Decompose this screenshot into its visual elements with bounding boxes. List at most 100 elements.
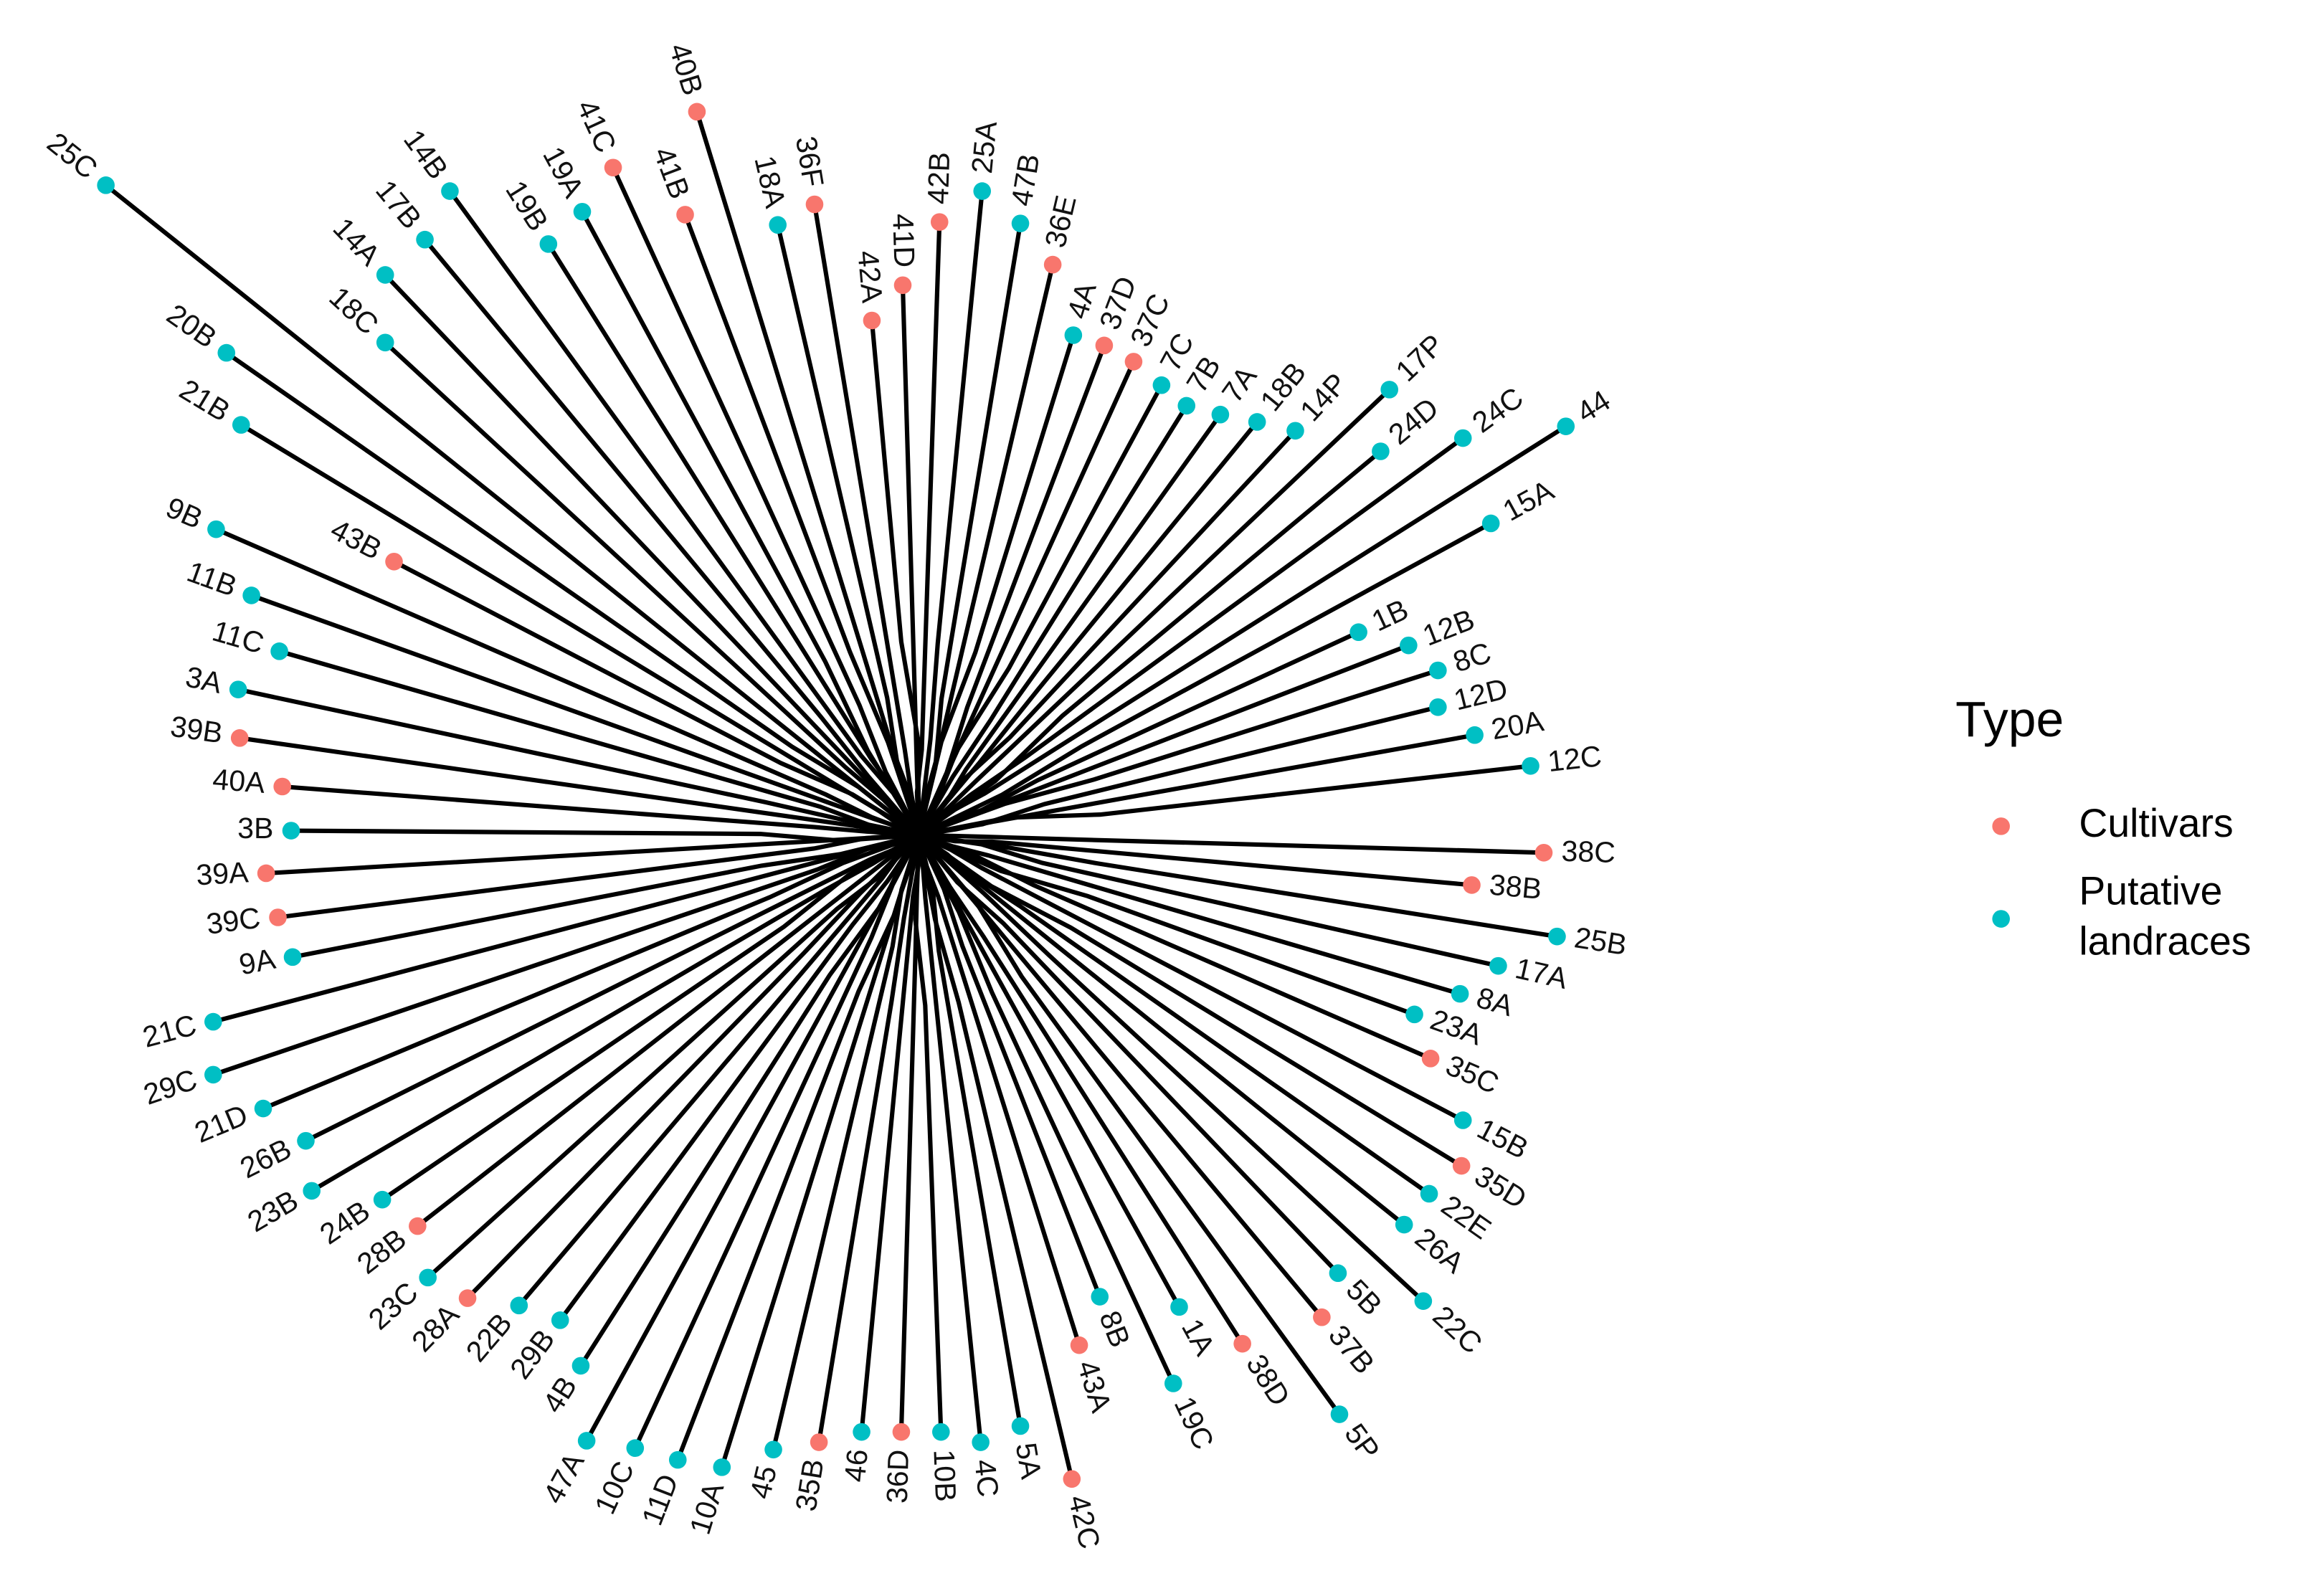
branch — [918, 521, 1492, 837]
leaf-label: 1A — [1175, 1314, 1222, 1362]
branch — [919, 832, 1472, 888]
leaf-dot — [273, 777, 291, 796]
leaf-label: 47A — [536, 1447, 591, 1509]
leaf-dot — [1466, 726, 1484, 744]
branch — [771, 834, 921, 1450]
leaf-dot — [217, 343, 236, 362]
leaf-dot — [204, 1012, 222, 1031]
leaf-dot — [973, 182, 992, 200]
leaf-dot — [1548, 927, 1566, 946]
leaf-label: 5B — [1340, 1273, 1389, 1321]
branch — [546, 242, 921, 837]
leaf-dot — [626, 1439, 645, 1458]
leaf-label: 36F — [789, 134, 830, 189]
leaf-label: 18C — [323, 280, 384, 341]
legend-label: Cultivars — [2079, 801, 2233, 845]
leaf-label: 39C — [204, 901, 262, 941]
leaf-label: 3A — [183, 660, 225, 700]
leaf-label: 12C — [1546, 739, 1603, 778]
leaf-label: 19B — [499, 175, 555, 237]
leaf-dot — [270, 642, 288, 660]
leaf-label: 5P — [1338, 1417, 1386, 1466]
branch — [212, 832, 920, 1077]
leaf-label: 17B — [369, 174, 428, 235]
branch — [917, 413, 1223, 837]
leaf-dot — [1063, 1470, 1081, 1488]
leaf-label: 21D — [190, 1098, 252, 1149]
leaf-label: 14A — [327, 212, 387, 272]
leaf-dot — [1095, 336, 1114, 355]
leaf-label: 3B — [237, 812, 273, 845]
leaf-label: 8B — [1093, 1306, 1137, 1352]
leaf-dot — [1170, 1298, 1188, 1316]
leaf-dot — [1400, 636, 1418, 655]
leaf-dot — [1070, 1336, 1088, 1354]
leaf-label: 24D — [1382, 391, 1445, 451]
leaf-dot — [1451, 984, 1469, 1003]
branch — [917, 833, 1463, 1168]
leaf-label: 42A — [851, 249, 889, 304]
branch — [916, 835, 1074, 1480]
leaf-dot — [376, 333, 394, 352]
leaf-dot — [1330, 1405, 1349, 1423]
leaf-dot — [1164, 1374, 1182, 1392]
branch — [579, 834, 921, 1367]
leaf-dot — [1522, 756, 1539, 775]
leaf-label: 25C — [41, 126, 103, 186]
leaf-dot — [257, 864, 275, 883]
leaf-dot — [458, 1289, 477, 1307]
leaf-dot — [1453, 1111, 1472, 1129]
branch — [919, 832, 1545, 855]
leaf-label: 22C — [1426, 1299, 1488, 1360]
branch — [225, 351, 921, 837]
leaf-label: 29C — [139, 1063, 201, 1111]
branch — [393, 559, 921, 837]
leaf-label: 38C — [1561, 835, 1616, 869]
branch — [277, 832, 919, 920]
leaf-label: 19A — [536, 141, 590, 204]
leaf-label: 10C — [588, 1456, 640, 1519]
branch — [381, 832, 921, 1202]
leaf-label: 20A — [1489, 704, 1547, 746]
branch — [919, 832, 1499, 969]
leaf-dot — [769, 216, 787, 234]
leaf-dot — [97, 176, 115, 194]
leaf-label: 35B — [789, 1457, 830, 1514]
leaf-dot — [1329, 1264, 1347, 1283]
branch — [817, 835, 921, 1443]
leaf-dot — [1405, 1005, 1423, 1024]
leaf-dot — [930, 213, 949, 231]
leaf-dot — [972, 1433, 990, 1451]
branch — [683, 214, 921, 836]
leaf-label: 18A — [748, 153, 792, 212]
leaf-label: 43B — [326, 513, 387, 566]
leaf-label: 42C — [1062, 1492, 1106, 1552]
leaf-dot — [1064, 326, 1083, 344]
leaf-dot — [1233, 1334, 1251, 1353]
leaf-label: 11D — [635, 1470, 685, 1530]
leaf-dot — [1429, 698, 1447, 716]
branch — [869, 320, 921, 835]
leaf-label: 17P — [1390, 328, 1451, 388]
leaf-label: 15B — [1472, 1112, 1534, 1166]
branch — [262, 832, 920, 1111]
branch — [917, 420, 1259, 837]
leaf-label: 4B — [536, 1371, 584, 1419]
leaf-dot — [1248, 413, 1266, 431]
leaf-dot — [1011, 1417, 1030, 1435]
leaf-dot — [810, 1433, 828, 1451]
leaf-dot — [269, 908, 287, 926]
leaf-label: 10A — [683, 1478, 731, 1538]
leaf-dot — [1429, 661, 1447, 680]
branch — [447, 189, 921, 837]
leaf-label: 42B — [921, 151, 956, 204]
leaf-label: 9B — [161, 490, 207, 535]
leaf-label: 10B — [927, 1449, 962, 1503]
leaf-label: 25B — [1572, 921, 1629, 961]
leaf-dot — [1463, 876, 1481, 894]
leaf-dot — [1452, 1156, 1471, 1175]
leaf-label: 40B — [663, 39, 709, 99]
branch — [917, 450, 1382, 837]
legend-dot — [1992, 817, 2011, 835]
leaf-label: 43A — [1071, 1357, 1119, 1417]
